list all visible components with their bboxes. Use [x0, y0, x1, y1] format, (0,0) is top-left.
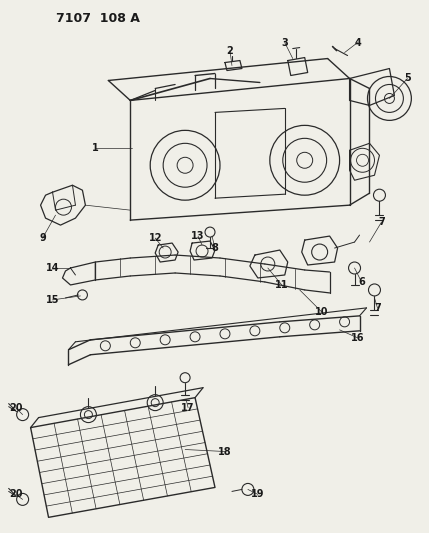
Text: 16: 16	[351, 333, 364, 343]
Text: 20: 20	[9, 402, 22, 413]
Text: 9: 9	[39, 233, 46, 243]
Text: 13: 13	[191, 231, 205, 241]
Text: 19: 19	[251, 489, 265, 499]
Text: 12: 12	[148, 233, 162, 243]
Text: 2: 2	[227, 45, 233, 55]
Text: 6: 6	[358, 277, 365, 287]
Text: 7: 7	[378, 217, 385, 227]
Text: 1: 1	[92, 143, 99, 154]
Text: 7107  108 A: 7107 108 A	[55, 12, 139, 25]
Text: 7: 7	[374, 303, 381, 313]
Text: 14: 14	[46, 263, 59, 273]
Text: 3: 3	[281, 38, 288, 47]
Text: 5: 5	[404, 74, 411, 84]
Text: 15: 15	[46, 295, 59, 305]
Text: 4: 4	[354, 38, 361, 47]
Text: 10: 10	[315, 307, 329, 317]
Text: 20: 20	[9, 489, 22, 499]
Text: 8: 8	[211, 243, 218, 253]
Text: 18: 18	[218, 447, 232, 457]
Text: 17: 17	[181, 402, 195, 413]
Text: 11: 11	[275, 280, 289, 290]
